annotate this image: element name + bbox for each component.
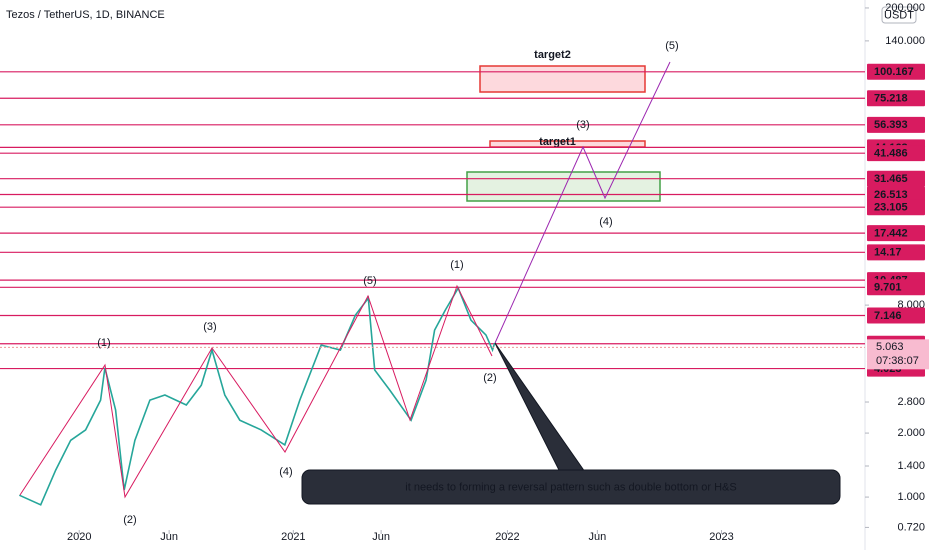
level-label: 7.146	[874, 310, 902, 322]
level-label-bg	[867, 63, 925, 80]
x-tick-label: Jun	[372, 531, 390, 543]
x-tick-label: 2022	[495, 531, 519, 543]
target-label: target1	[539, 136, 576, 148]
currency-badge[interactable]	[881, 6, 917, 24]
wave-label: (3)	[576, 119, 589, 131]
projection-line	[494, 61, 671, 344]
y-tick-label: 200.000	[885, 2, 925, 14]
chart-title: Tezos / TetherUS, 1D, BINANCE	[6, 9, 165, 21]
level-label-bg	[867, 116, 925, 133]
x-tick-label: Jun	[588, 531, 606, 543]
level-label-bg	[867, 90, 925, 107]
level-label: 100.167	[874, 66, 914, 78]
level-label-bg	[867, 279, 925, 296]
target-box	[479, 65, 646, 93]
y-tick-label: 2.800	[897, 396, 925, 408]
y-tick-label: 2.000	[897, 427, 925, 439]
level-label-bg	[867, 170, 925, 187]
wave-label: (4)	[279, 466, 292, 478]
level-label-bg	[867, 225, 925, 242]
current-price: 5.063	[876, 341, 904, 353]
level-label-bg	[867, 307, 925, 324]
wave-label: (2)	[483, 372, 496, 384]
level-label-bg	[867, 244, 925, 261]
wave-label: (3)	[203, 321, 216, 333]
level-label-bg	[867, 186, 925, 203]
level-label: 75.218	[874, 93, 908, 105]
level-label: 26.513	[874, 189, 908, 201]
wave-label: (1)	[450, 259, 463, 271]
level-label: 56.393	[874, 119, 908, 131]
level-label-bg	[867, 145, 925, 162]
wave-label: (2)	[123, 514, 136, 526]
level-label-bg	[867, 199, 925, 216]
countdown: 07:38:07	[876, 355, 919, 367]
price-line	[18, 286, 496, 506]
x-tick-label: 2020	[67, 531, 91, 543]
y-tick-label: 1.400	[897, 460, 925, 472]
level-label: 17.442	[874, 228, 908, 240]
support-box	[466, 171, 661, 202]
x-tick-label: Jun	[160, 531, 178, 543]
wave-label: (5)	[363, 275, 376, 287]
y-tick-label: 1.000	[897, 491, 925, 503]
callout-box	[301, 469, 841, 505]
level-label: 31.465	[874, 173, 908, 185]
y-tick-label: 0.720	[897, 521, 925, 533]
level-label: 41.486	[874, 148, 908, 160]
wave-line	[19, 284, 493, 499]
wave-label: (5)	[665, 40, 678, 52]
x-tick-label: 2023	[709, 531, 733, 543]
current-price-bg	[867, 339, 929, 370]
wave-label: (4)	[599, 216, 612, 228]
level-label: 14.17	[874, 247, 902, 259]
target-label: target2	[534, 49, 571, 61]
level-label: 23.105	[874, 202, 908, 214]
y-tick-label: 140.000	[885, 35, 925, 47]
currency: USDT	[884, 9, 914, 21]
wave-label: (1)	[97, 337, 110, 349]
x-tick-label: 2021	[281, 531, 305, 543]
level-label: 9.701	[874, 282, 902, 294]
callout-text: it needs to forming a reversal pattern s…	[405, 481, 736, 493]
